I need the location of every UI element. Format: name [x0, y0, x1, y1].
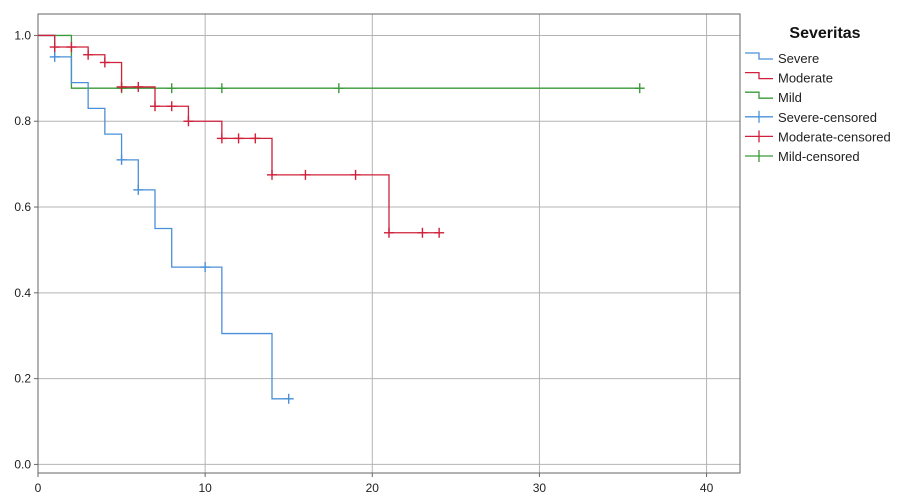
legend-swatch: [745, 71, 773, 80]
y-axis-ticks: 0.0 0.2 0.4 0.6 0.8 1.0: [14, 28, 38, 471]
y-tick-label: 0.0: [14, 457, 31, 471]
survival-line-moderate: [38, 34, 440, 234]
legend-swatch: [745, 52, 773, 60]
x-tick-label: 40: [700, 481, 714, 494]
y-tick-label: 0.6: [14, 200, 31, 214]
y-tick-label: 0.2: [14, 372, 31, 386]
grid-lines: [37, 14, 740, 473]
x-axis-ticks: 0 10 20 30 40: [35, 473, 714, 494]
x-tick-label: 20: [366, 481, 380, 494]
series-moderate: [38, 34, 445, 238]
series-severe: [38, 34, 294, 404]
plot-frame: [37, 13, 741, 474]
legend-swatch: [745, 91, 773, 99]
legend-label: Mild: [778, 90, 802, 105]
survival-line-mild: [38, 34, 640, 89]
legend-label: Severe-censored: [778, 110, 877, 125]
legend: Severitas Severe Moderate Mild Severe-censo…: [745, 25, 891, 164]
series-layer: [38, 34, 645, 404]
series-mild: [38, 34, 645, 94]
survival-line-severe: [38, 34, 289, 400]
y-tick-label: 1.0: [14, 28, 31, 42]
legend-label: Moderate: [778, 71, 833, 86]
legend-item-severe: Severe: [745, 51, 819, 66]
x-tick-label: 30: [533, 481, 547, 494]
legend-item-moderate-censored: Moderate-censored: [745, 129, 891, 144]
legend-item-mild: Mild: [745, 90, 802, 105]
legend-label: Mild-censored: [778, 149, 860, 164]
legend-item-mild-censored: Mild-censored: [745, 149, 860, 164]
y-tick-label: 0.8: [14, 114, 31, 128]
y-tick-label: 0.4: [14, 286, 31, 300]
legend-item-moderate: Moderate: [745, 71, 833, 86]
legend-title: Severitas: [789, 25, 860, 42]
x-tick-label: 10: [198, 481, 212, 494]
legend-item-severe-censored: Severe-censored: [745, 110, 877, 125]
legend-label: Moderate-censored: [778, 129, 891, 144]
legend-label: Severe: [778, 51, 819, 66]
x-tick-label: 0: [35, 481, 42, 494]
